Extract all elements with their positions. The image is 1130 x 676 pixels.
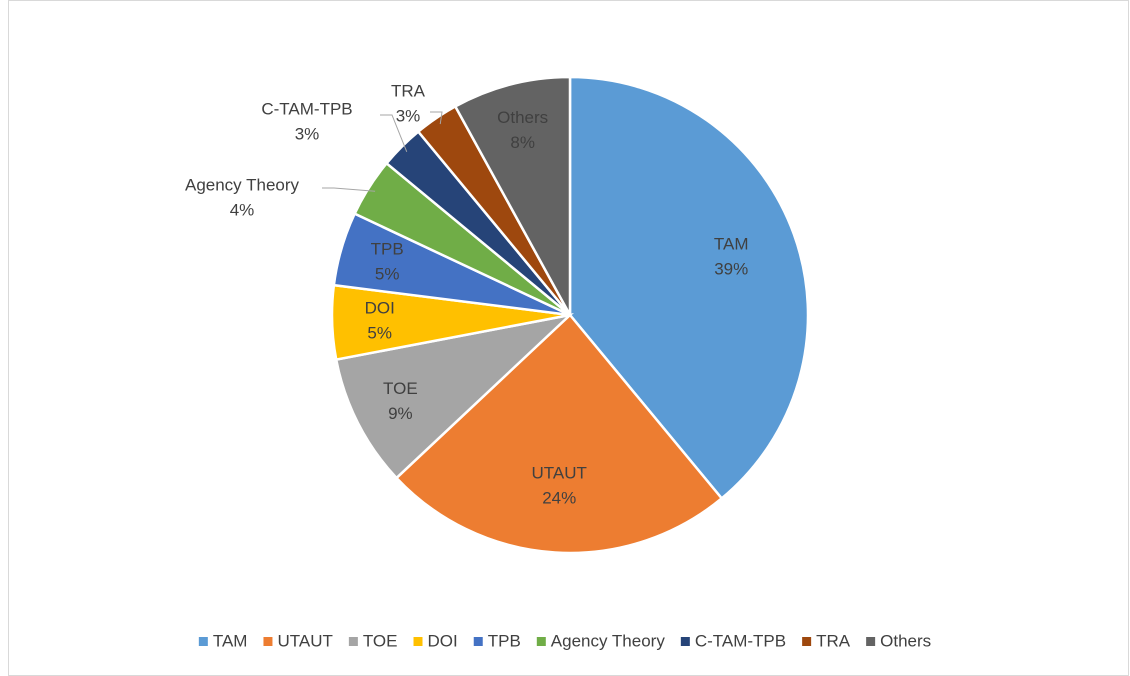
leader-line [322,187,376,192]
data-label-value: 39% [714,259,748,278]
pie-slice [394,313,724,555]
legend-label: DOI [428,631,458,650]
leader-line [380,114,408,152]
legend-swatch [536,637,546,646]
data-label-name: UTAUT [532,464,587,483]
data-label-value: 3% [396,106,421,125]
data-label-value: 5% [375,264,400,283]
legend-label: Agency Theory [551,631,666,650]
legend-swatch [348,637,358,646]
data-label-name: TPB [371,239,404,258]
data-label-name: Agency Theory [185,175,300,194]
legend-swatch [802,637,812,646]
data-label-name: TAM [714,234,749,253]
legend-label: TOE [363,631,398,650]
data-label-value: 3% [295,124,320,143]
legend-label: UTAUT [277,631,332,650]
legend-swatch [413,637,423,646]
legend-swatch [198,637,208,646]
legend-label: TAM [213,631,248,650]
data-label-value: 24% [542,489,576,508]
data-label-value: 4% [230,200,255,219]
data-label-name: Others [497,108,548,127]
data-label-name: DOI [365,298,395,317]
data-label-value: 5% [367,323,392,342]
pie-slice [453,75,572,316]
legend-label: C-TAM-TPB [695,631,786,650]
leader-line [430,111,443,125]
legend-swatch [473,637,483,646]
data-label-name: C-TAM-TPB [261,99,352,118]
data-label-name: TOE [383,379,418,398]
pie-slice [568,75,810,501]
data-label-value: 8% [510,133,535,152]
legend-swatch [263,637,273,646]
data-label-name: TRA [391,81,426,100]
legend-label: TPB [488,631,521,650]
pie-slice [334,312,574,480]
legend-swatch [866,637,876,646]
legend-label: Others [880,631,931,650]
legend-label: TRA [816,631,851,650]
legend-swatch [680,637,690,646]
data-label-value: 9% [388,404,413,423]
